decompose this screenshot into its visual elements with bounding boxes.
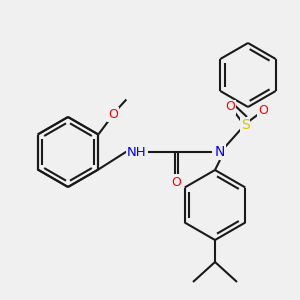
Text: O: O [108,108,118,121]
Text: O: O [258,103,268,116]
Text: O: O [171,176,181,188]
Text: NH: NH [127,146,147,158]
Text: N: N [215,145,225,159]
Text: S: S [241,118,249,132]
Text: O: O [225,100,235,113]
